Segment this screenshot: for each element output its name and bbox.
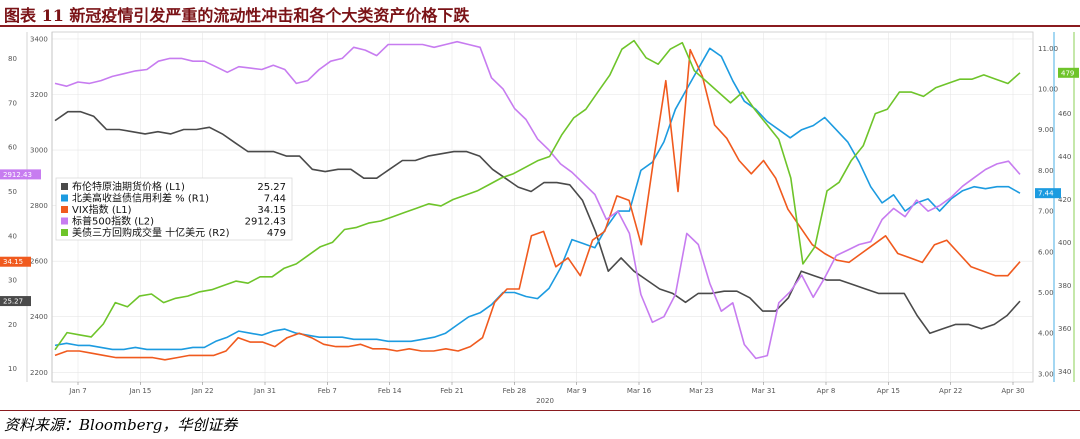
x-tick-label: Feb 28 (503, 387, 527, 395)
axis-l1-tick: 80 (8, 55, 17, 63)
last-value-badge-text: 34.15 (3, 258, 23, 266)
x-tick-label: Apr 15 (877, 387, 900, 395)
last-value-badge-text: 25.27 (3, 298, 23, 306)
axis-r2-tick: 460 (1058, 110, 1071, 118)
axis-r1-tick: 7.00 (1038, 208, 1054, 216)
x-tick-label: Feb 14 (378, 387, 402, 395)
axis-l1-tick: 40 (8, 232, 17, 240)
axis-r2-tick: 440 (1058, 153, 1071, 161)
axis-l2-tick: 2200 (30, 369, 48, 377)
last-value-badge-text: 479 (1061, 69, 1074, 77)
legend-value: 34.15 (257, 205, 286, 216)
axis-l1-tick: 60 (8, 144, 17, 152)
last-value-badge (1058, 67, 1079, 78)
series-line-2 (54, 47, 1021, 351)
axis-r1-tick: 10.00 (1038, 85, 1058, 93)
legend-label: 北美高收益债信用利差 % (R1) (72, 192, 209, 205)
legend-value: 25.27 (257, 182, 286, 193)
last-value-badge (0, 296, 31, 307)
axis-r1-tick: 4.00 (1038, 330, 1054, 338)
axis-l2-tick: 3000 (30, 147, 48, 155)
axis-r1-tick: 8.00 (1038, 167, 1054, 175)
axis-r2-tick: 340 (1058, 368, 1071, 376)
axis-l2-tick: 3400 (30, 35, 48, 43)
axis-r1-tick: 5.00 (1038, 289, 1054, 297)
legend-label: 标普500指数 (L2) (72, 215, 154, 228)
axis-r2-tick: 400 (1058, 239, 1071, 247)
x-year-label: 2020 (536, 397, 554, 405)
series-line-1 (54, 110, 1021, 335)
legend-swatch (61, 183, 68, 190)
source-divider (0, 410, 1080, 411)
source-note: 资料来源：Bloomberg，华创证券 (4, 416, 238, 434)
figure-header: 图表 11 新冠疫情引发严重的流动性冲击和各个大类资产价格下跌 (0, 0, 1080, 27)
x-tick-label: Jan 31 (253, 387, 276, 395)
title-divider (0, 25, 1080, 27)
axis-l2-tick: 2800 (30, 202, 48, 210)
x-tick-label: Apr 8 (817, 387, 836, 395)
x-tick-label: Jan 7 (68, 387, 86, 395)
axis-l1-tick: 30 (8, 277, 17, 285)
x-tick-label: Jan 15 (128, 387, 151, 395)
axis-r1-tick: 6.00 (1038, 248, 1054, 256)
figure-title: 图表 11 新冠疫情引发严重的流动性冲击和各个大类资产价格下跌 (4, 6, 470, 25)
axis-r1-tick: 11.00 (1038, 45, 1058, 53)
x-tick-label: Apr 22 (939, 387, 962, 395)
x-tick-label: Mar 16 (627, 387, 652, 395)
series-line-3 (54, 48, 1021, 361)
x-tick-label: Feb 21 (440, 387, 464, 395)
axis-l2-tick: 2600 (30, 258, 48, 266)
axis-l1-tick: 20 (8, 321, 17, 329)
legend-swatch (61, 217, 68, 225)
last-value-badge (1035, 188, 1061, 199)
last-value-badge-text: 7.44 (1038, 190, 1054, 198)
axis-r1-tick: 3.00 (1038, 370, 1054, 378)
axis-l1-tick: 50 (8, 188, 17, 196)
axis-l1-tick: 10 (8, 365, 17, 373)
x-tick-label: Mar 31 (751, 387, 775, 395)
legend-label: 布伦特原油期货价格 (L1) (72, 180, 185, 193)
legend-swatch (61, 206, 68, 213)
line-chart: Jan 7 Jan 15 Jan 22 Jan 31 Feb 7 Feb 14 Feb 21… (0, 31, 1079, 405)
series-line-4 (54, 40, 1021, 360)
axis-r2-tick: 380 (1058, 282, 1071, 290)
last-value-badge (0, 256, 31, 267)
x-tick-label: Mar 23 (689, 387, 713, 395)
axis-r2-tick: 420 (1058, 196, 1071, 204)
axis-l1-tick: 70 (8, 99, 17, 107)
x-tick-label: Apr 30 (1001, 387, 1024, 395)
axis-l2-tick: 3200 (30, 91, 48, 99)
last-value-badge (0, 169, 41, 180)
x-tick-label: Mar 9 (567, 387, 587, 395)
legend-label: 美债三方回购成交量 十亿美元 (R2) (72, 226, 230, 239)
axis-l2-tick: 2400 (30, 313, 48, 321)
legend-value: 2912.43 (245, 217, 286, 228)
x-tick-label: Feb 7 (318, 387, 337, 395)
legend-label: VIX指数 (L1) (72, 203, 132, 216)
legend-swatch (61, 229, 68, 236)
axis-r1-tick: 9.00 (1038, 126, 1054, 134)
legend-value: 479 (267, 228, 286, 239)
axis-r2-tick: 360 (1058, 325, 1071, 333)
series-line-5 (54, 39, 1021, 351)
legend-value: 7.44 (264, 194, 286, 205)
x-tick-label: Jan 22 (191, 387, 214, 395)
legend-swatch (61, 194, 68, 202)
last-value-badge-text: 2912.43 (3, 171, 32, 179)
legend-box (55, 177, 293, 241)
